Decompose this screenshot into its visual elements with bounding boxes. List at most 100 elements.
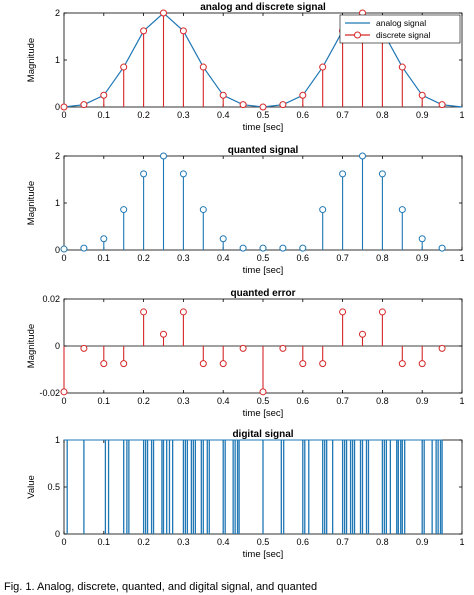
x-tick-label: 0.7 — [336, 253, 349, 263]
x-axis-label: time [sec] — [243, 549, 284, 560]
stem-marker — [60, 245, 68, 253]
stem-marker — [140, 170, 148, 178]
chart-title: analog and discrete signal — [200, 2, 326, 13]
x-tick-label: 0.5 — [257, 110, 270, 120]
stem-marker — [319, 206, 327, 214]
y-tick-label: 0 — [55, 102, 60, 112]
stem-marker — [60, 103, 68, 111]
chart-title: digital signal — [232, 429, 293, 440]
stem-marker — [299, 91, 307, 99]
legend-label-analog: analog signal — [376, 18, 426, 28]
x-tick-label: 1 — [459, 396, 464, 406]
y-tick-label: 1 — [55, 435, 60, 445]
x-tick-label: 0.1 — [98, 537, 111, 547]
x-tick-label: 0.3 — [177, 110, 190, 120]
stem-marker — [160, 152, 167, 160]
stem-marker — [239, 101, 247, 109]
x-tick-label: 0.2 — [137, 110, 150, 120]
x-tick-label: 0.8 — [376, 396, 389, 406]
stem-marker — [80, 344, 88, 352]
x-axis-label: time [sec] — [243, 265, 284, 276]
stem-marker — [259, 244, 267, 252]
legend-marker-discrete — [354, 31, 361, 39]
x-tick-label: 0.4 — [217, 253, 230, 263]
y-tick-label: 2 — [55, 8, 60, 18]
stem-marker — [199, 206, 207, 214]
x-tick-label: 0.4 — [217, 537, 230, 547]
stem-marker — [219, 235, 227, 243]
stem-marker — [418, 91, 426, 99]
stem-marker — [398, 360, 406, 368]
stem-marker — [219, 360, 227, 368]
stem-marker — [438, 344, 446, 352]
x-tick-label: 0 — [61, 110, 66, 120]
x-tick-label: 0 — [61, 253, 66, 263]
x-tick-label: 0.3 — [177, 396, 190, 406]
stem-marker — [179, 308, 187, 316]
y-tick-label: 0 — [55, 529, 60, 539]
stem-marker — [279, 344, 287, 352]
y-tick-label: 0.5 — [47, 482, 60, 492]
y-axis-label: Magnitude — [26, 181, 37, 225]
stem-marker — [319, 360, 327, 368]
x-tick-label: 1 — [459, 110, 464, 120]
stem-marker — [199, 360, 207, 368]
stem-marker — [239, 344, 247, 352]
x-tick-label: 0.5 — [257, 537, 270, 547]
stem-marker — [179, 170, 187, 178]
stem-marker — [160, 9, 167, 17]
x-tick-label: 0.1 — [98, 396, 111, 406]
chart-analog-discrete: analog and discrete signal 0 0.1 0.2 0.3 0.4 0… — [26, 2, 465, 133]
legend-box — [339, 14, 461, 44]
x-tick-label: 0.7 — [336, 537, 349, 547]
stem-marker — [219, 91, 227, 99]
y-axis-label: Value — [26, 475, 37, 499]
stem-marker — [319, 63, 327, 71]
stem-marker — [378, 170, 386, 178]
stem-marker — [418, 235, 426, 243]
stem-marker — [259, 388, 267, 396]
stem-marker — [239, 244, 247, 252]
figure-caption: Fig. 1. Analog, discrete, quanted, and d… — [4, 581, 317, 593]
x-tick-label: 0 — [61, 537, 66, 547]
chart-digital-signal: digital signal 0 0.1 0.2 0.3 0.4 0.5 0.6 0.7 0.8 0… — [26, 429, 465, 560]
x-tick-label: 0.3 — [177, 537, 190, 547]
stem-marker — [140, 308, 148, 316]
stem-marker — [259, 103, 267, 111]
x-tick-label: 1 — [459, 253, 464, 263]
x-tick-label: 0.9 — [416, 253, 429, 263]
y-tick-label: 0 — [55, 245, 60, 255]
chart-quanted-signal: quanted signal 0 0.1 0.2 0.3 0.4 0.5 0.6 0.7 0.8 0… — [26, 145, 465, 276]
x-tick-label: 0.6 — [297, 110, 310, 120]
x-tick-label: 0.3 — [177, 253, 190, 263]
chart-quanted-error: quanted error 0 0.1 0.2 0.3 0.4 0.5 0.6 0.7 0.8 0.… — [26, 288, 465, 419]
x-tick-label: 0.6 — [297, 253, 310, 263]
stem-marker — [80, 244, 88, 252]
y-tick-label: 0.02 — [42, 294, 60, 304]
stem-marker — [398, 63, 406, 71]
chart-title: quanted error — [230, 288, 295, 299]
stem-marker — [299, 244, 307, 252]
stem-marker — [120, 360, 128, 368]
y-tick-label: 1 — [55, 55, 60, 65]
y-axis-label: Magnitude — [26, 38, 37, 82]
x-tick-label: 0 — [61, 396, 66, 406]
stem-marker — [199, 63, 207, 71]
stem-marker — [120, 63, 128, 71]
stem-marker — [100, 360, 108, 368]
stem-marker — [359, 330, 366, 338]
stem-marker — [60, 388, 68, 396]
x-tick-label: 0.9 — [416, 537, 429, 547]
y-tick-label: -0.02 — [39, 388, 60, 398]
x-tick-label: 0.5 — [257, 253, 270, 263]
x-axis-label: time [sec] — [243, 408, 284, 419]
x-tick-label: 0.4 — [217, 396, 230, 406]
y-tick-label: 2 — [55, 151, 60, 161]
x-tick-label: 0.1 — [98, 253, 111, 263]
x-tick-label: 0.8 — [376, 110, 389, 120]
x-tick-label: 0.7 — [336, 396, 349, 406]
x-tick-label: 0.8 — [376, 253, 389, 263]
x-tick-label: 0.2 — [137, 537, 150, 547]
stem-marker — [299, 360, 307, 368]
